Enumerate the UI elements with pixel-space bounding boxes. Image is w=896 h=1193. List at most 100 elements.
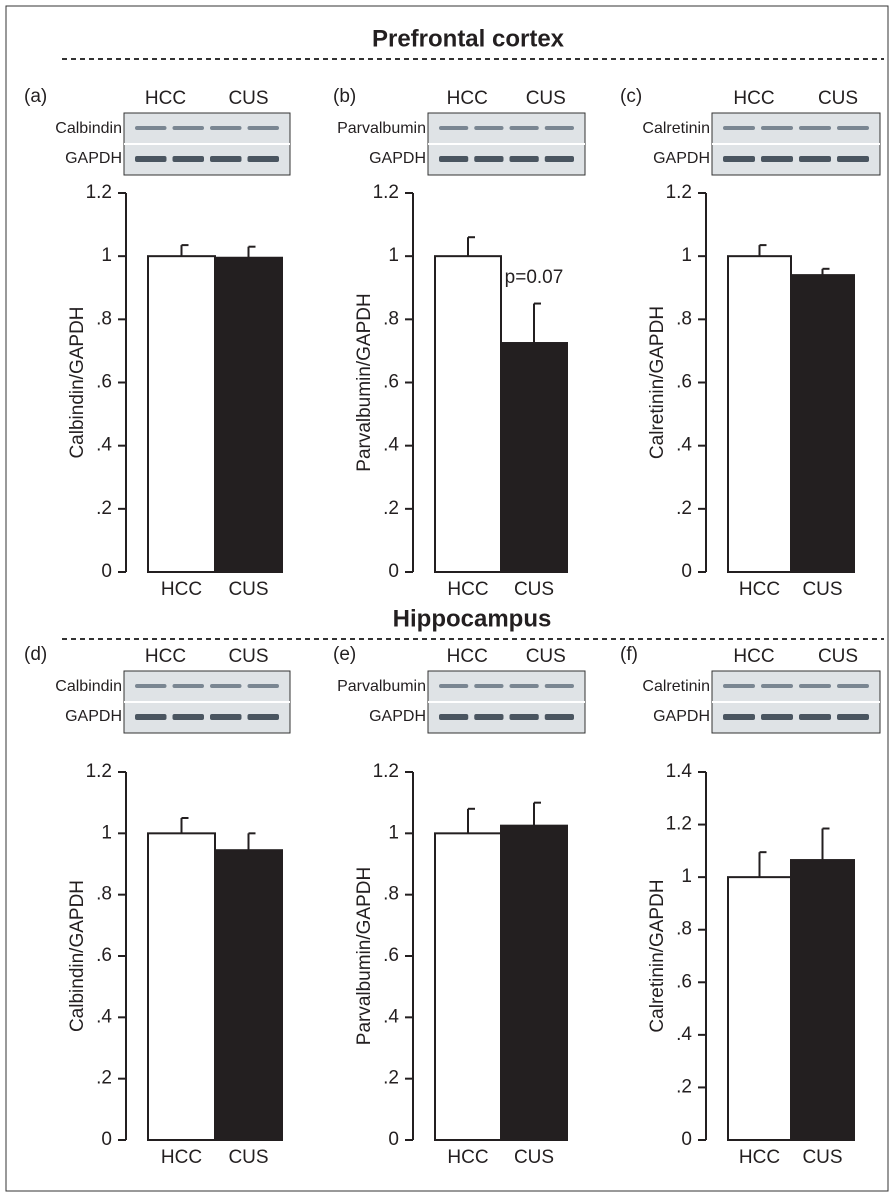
- blot-band: [837, 126, 869, 130]
- x-tick-label: CUS: [228, 579, 268, 600]
- y-tick-label: .6: [676, 372, 692, 393]
- y-tick-label: .6: [96, 372, 112, 393]
- y-tick-label: 0: [388, 561, 399, 582]
- y-tick-label: .2: [96, 498, 112, 519]
- bar: [501, 343, 567, 572]
- y-tick-label: 0: [681, 561, 692, 582]
- y-axis-label: Parvalbumin/GAPDH: [354, 293, 375, 471]
- y-tick-label: 1.2: [86, 761, 112, 782]
- y-tick-label: 1: [681, 866, 692, 887]
- blot-label: GAPDH: [369, 150, 426, 167]
- y-axis-label: Calretinin/GAPDH: [647, 306, 668, 459]
- y-tick-label: .2: [676, 1076, 692, 1097]
- bar: [435, 256, 501, 572]
- y-tick-label: 1.2: [373, 761, 399, 782]
- blot-band: [510, 714, 539, 720]
- blot-band: [799, 684, 831, 688]
- blot-band: [799, 126, 831, 130]
- blot-band: [545, 684, 574, 688]
- blot-band: [248, 684, 280, 688]
- blot-label: Calbindin: [55, 120, 122, 137]
- y-tick-label: 1: [101, 245, 112, 266]
- blot-band: [248, 714, 280, 720]
- blot-header: CUS: [526, 646, 566, 667]
- y-tick-label: 0: [681, 1129, 692, 1150]
- blot-label: Calretinin: [642, 120, 710, 137]
- blot-band: [135, 684, 167, 688]
- bar: [435, 833, 501, 1140]
- blot-band: [173, 684, 205, 688]
- blot-band: [173, 714, 205, 720]
- y-tick-label: .2: [676, 498, 692, 519]
- blot-band: [799, 714, 831, 720]
- bar: [791, 860, 854, 1140]
- blot-band: [210, 684, 242, 688]
- blot-band: [761, 126, 793, 130]
- blot-band: [723, 714, 755, 720]
- panel-label: (a): [24, 86, 47, 107]
- y-tick-label: .4: [383, 435, 399, 456]
- panel-label: (d): [24, 644, 47, 665]
- blot-label: GAPDH: [653, 150, 710, 167]
- blot-label: GAPDH: [65, 708, 122, 725]
- x-tick-label: HCC: [447, 1147, 488, 1168]
- y-tick-label: .4: [96, 435, 112, 456]
- y-tick-label: .2: [96, 1068, 112, 1089]
- y-tick-label: .4: [96, 1006, 112, 1027]
- y-tick-label: 1.2: [373, 182, 399, 203]
- panel-label: (b): [333, 86, 356, 107]
- x-tick-label: CUS: [802, 1147, 842, 1168]
- y-tick-label: 1: [388, 822, 399, 843]
- blot-header: HCC: [733, 646, 774, 667]
- blot-header: HCC: [447, 88, 488, 109]
- bar: [728, 877, 791, 1140]
- y-tick-label: .4: [676, 1024, 692, 1045]
- blot-band: [545, 714, 574, 720]
- blot-band: [439, 126, 468, 130]
- y-tick-label: 1: [681, 245, 692, 266]
- bar: [148, 833, 215, 1140]
- y-tick-label: 1: [388, 245, 399, 266]
- blot-band: [248, 126, 280, 130]
- x-tick-label: CUS: [228, 1147, 268, 1168]
- blot-label: Parvalbumin: [337, 678, 426, 695]
- blot-header: HCC: [145, 88, 186, 109]
- y-tick-label: .8: [383, 308, 399, 329]
- x-tick-label: HCC: [161, 1147, 202, 1168]
- blot-band: [723, 126, 755, 130]
- blot-band: [439, 684, 468, 688]
- blot-band: [723, 684, 755, 688]
- blot-band: [210, 714, 242, 720]
- panel-label: (e): [333, 644, 356, 665]
- y-axis-label: Parvalbumin/GAPDH: [354, 867, 375, 1045]
- y-tick-label: .8: [676, 919, 692, 940]
- bar: [148, 256, 215, 572]
- blot-band: [173, 156, 205, 162]
- section-title: Prefrontal cortex: [372, 25, 565, 52]
- x-tick-label: HCC: [447, 579, 488, 600]
- blot-band: [210, 126, 242, 130]
- y-tick-label: .6: [676, 971, 692, 992]
- blot-band: [761, 684, 793, 688]
- blot-band: [474, 156, 503, 162]
- blot-band: [510, 156, 539, 162]
- x-tick-label: CUS: [802, 579, 842, 600]
- y-tick-label: .4: [383, 1006, 399, 1027]
- y-tick-label: .4: [676, 435, 692, 456]
- y-axis-label: Calbindin/GAPDH: [67, 306, 88, 458]
- blot-band: [439, 714, 468, 720]
- blot-band: [173, 126, 205, 130]
- y-tick-label: .2: [383, 1068, 399, 1089]
- blot-label: GAPDH: [369, 708, 426, 725]
- y-tick-label: 1.2: [666, 182, 692, 203]
- blot-header: CUS: [228, 646, 268, 667]
- blot-band: [761, 156, 793, 162]
- blot-band: [474, 126, 503, 130]
- blot-label: GAPDH: [653, 708, 710, 725]
- y-tick-label: .8: [96, 884, 112, 905]
- blot-header: HCC: [447, 646, 488, 667]
- y-tick-label: .8: [96, 308, 112, 329]
- bar: [215, 850, 282, 1140]
- y-tick-label: .8: [383, 884, 399, 905]
- y-axis-label: Calretinin/GAPDH: [647, 879, 668, 1032]
